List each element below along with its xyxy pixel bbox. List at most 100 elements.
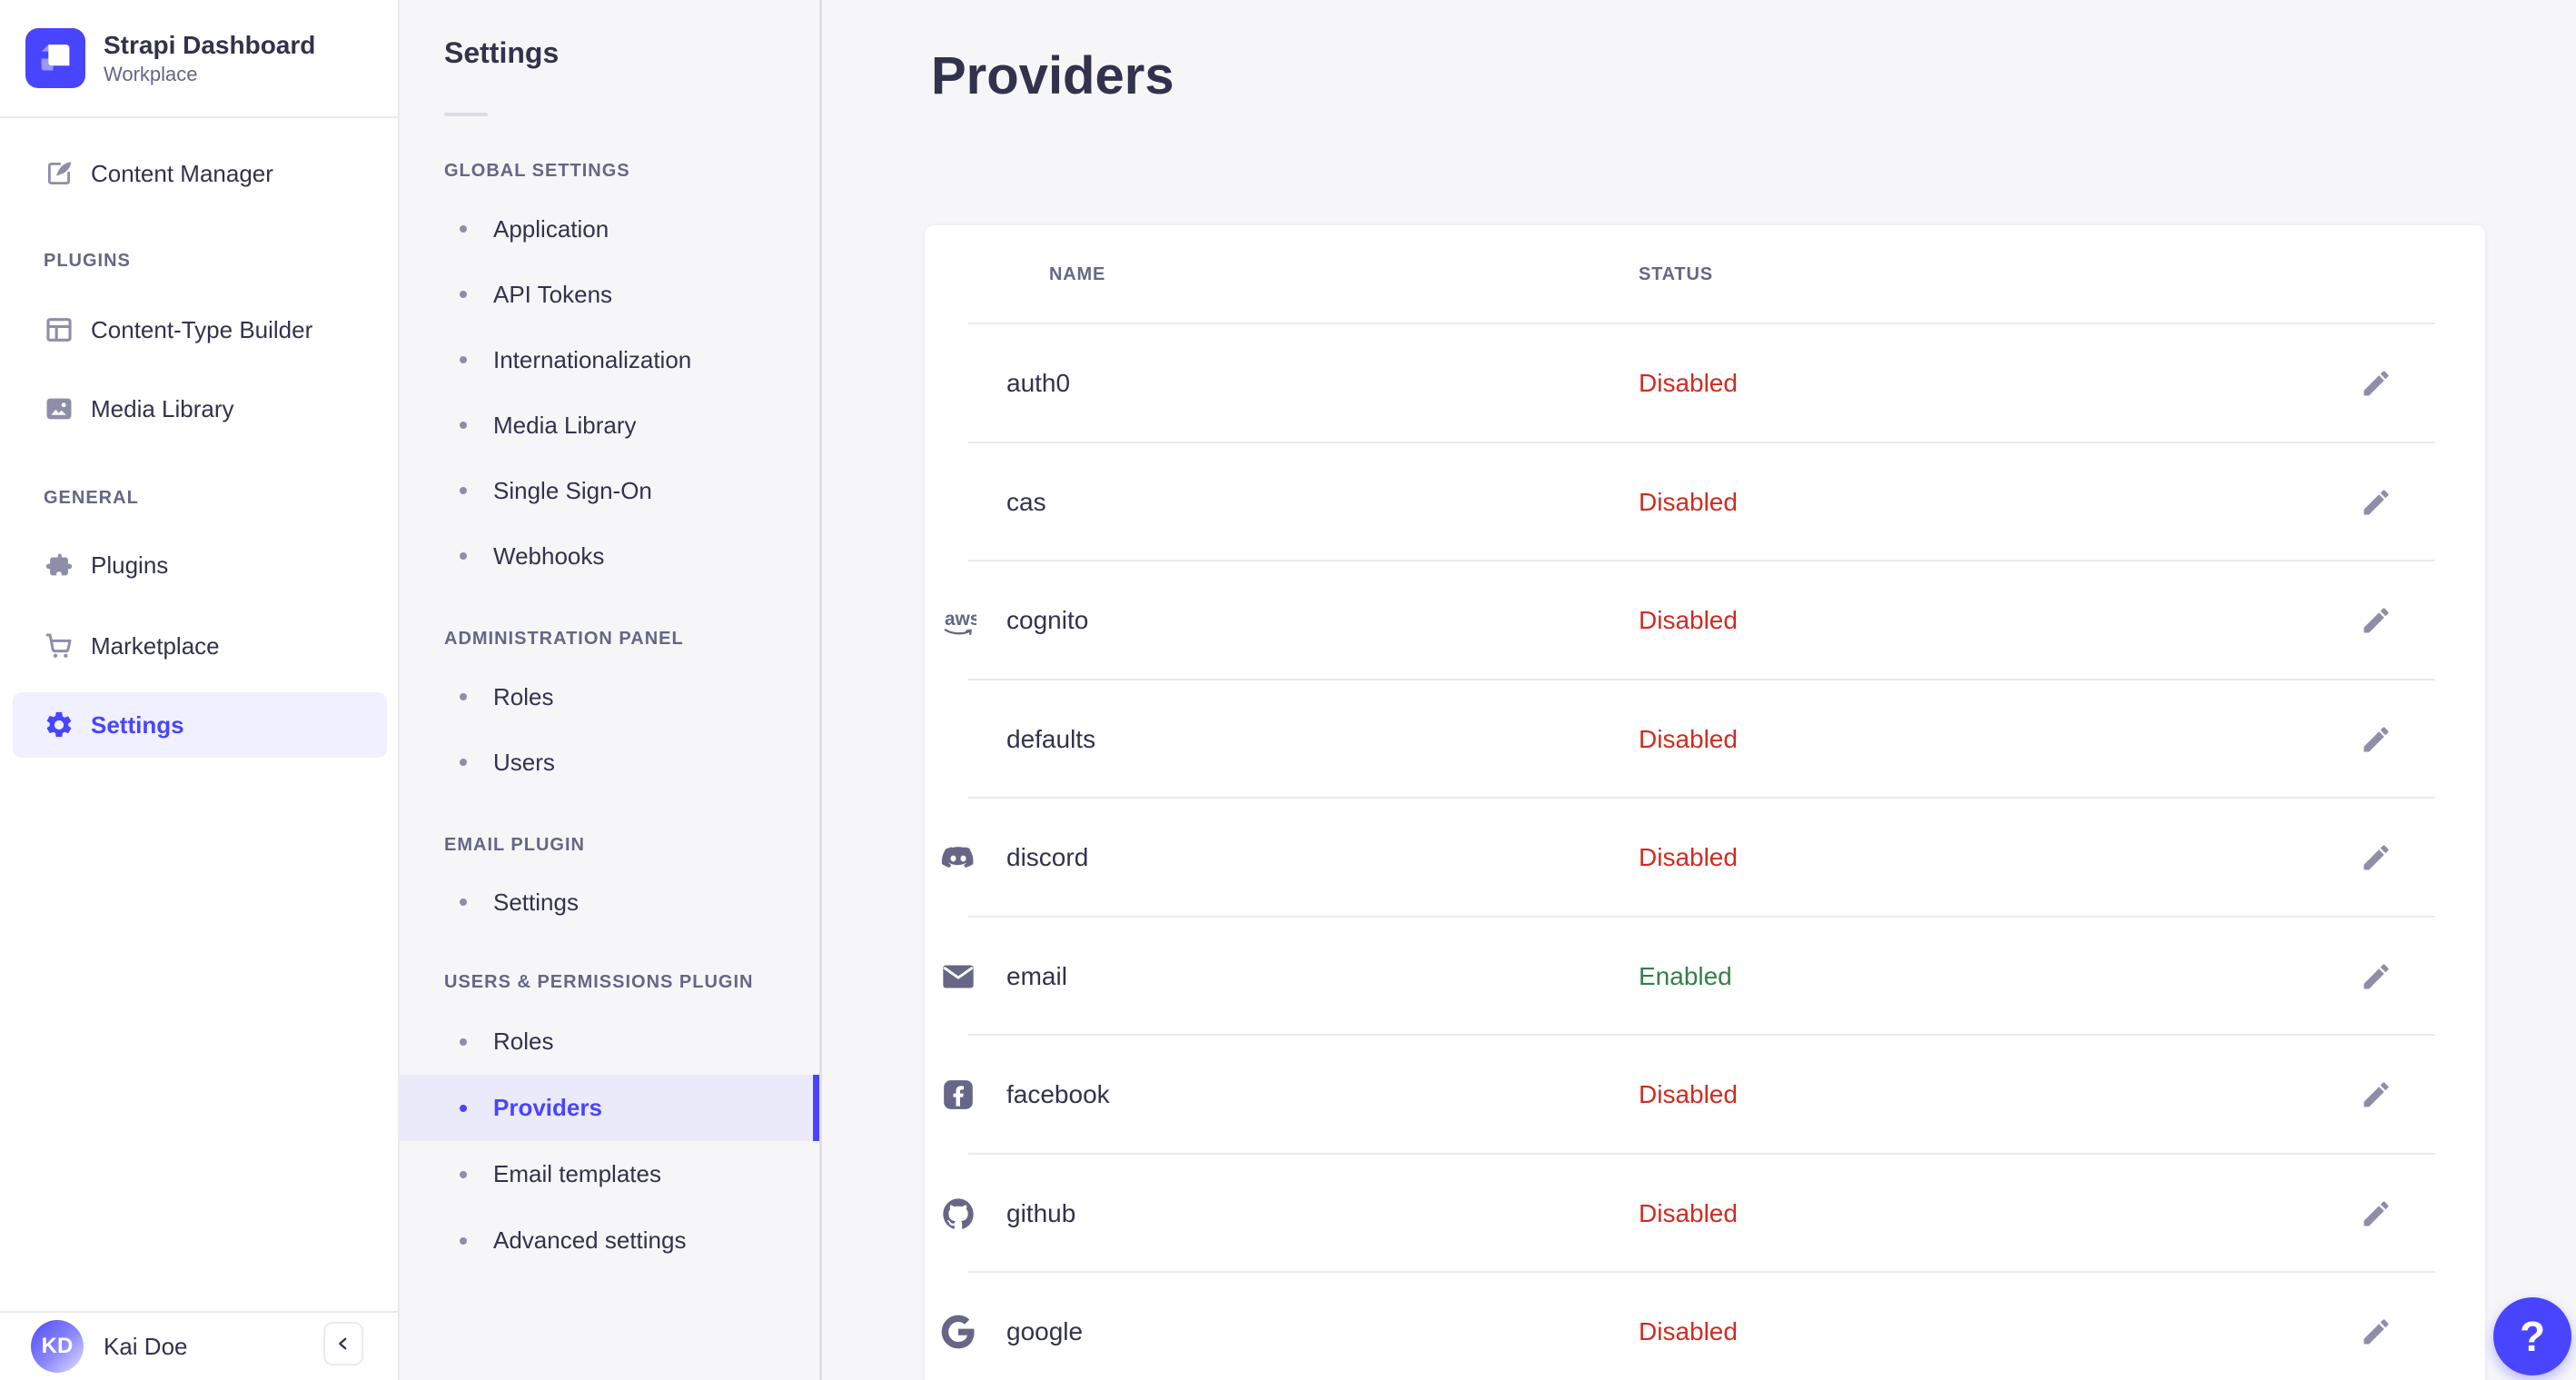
edit-provider-button[interactable] (2354, 836, 2398, 879)
provider-row-cognito[interactable]: aws cognito Disabled (925, 561, 2485, 680)
provider-name: cas (1006, 487, 1046, 516)
provider-status: Disabled (1639, 724, 1738, 753)
subnav-item-label: Application (493, 214, 609, 243)
provider-status: Disabled (1639, 487, 1738, 516)
edit-provider-button[interactable] (2354, 1310, 2398, 1354)
pencil-icon (2363, 608, 2389, 633)
provider-row-email[interactable]: email Enabled (925, 918, 2485, 1037)
main-content: Providers NAME STATUS auth0 Disabled cas… (825, 0, 2576, 1380)
subnav-section-global-settings: GLOBAL SETTINGS (444, 160, 630, 181)
app-title: Strapi Dashboard (104, 30, 316, 59)
content-type-builder-icon (46, 318, 72, 342)
subnav-item-label: Email templates (493, 1160, 661, 1187)
subnav-item-advanced-settings[interactable]: Advanced settings (400, 1207, 819, 1274)
provider-row-auth0[interactable]: auth0 Disabled (925, 324, 2485, 443)
sidebar-item-label: Media Library (91, 394, 234, 422)
content-manager-icon (47, 162, 72, 185)
sidebar-item-label: Plugins (91, 551, 169, 579)
subnav-item-label: Webhooks (493, 541, 605, 570)
pencil-icon (2363, 1082, 2389, 1107)
discord-icon (938, 839, 978, 876)
collapse-sidebar-button[interactable] (323, 1322, 363, 1365)
provider-row-github[interactable]: github Disabled (925, 1155, 2485, 1274)
edit-provider-button[interactable] (2354, 1073, 2398, 1117)
edit-provider-button[interactable] (2354, 1192, 2398, 1236)
main-sidebar: Strapi Dashboard Workplace Content Manag… (0, 0, 400, 1380)
provider-status: Enabled (1639, 961, 1732, 990)
subnav-item-webhooks[interactable]: Webhooks (400, 523, 819, 589)
workspace-name: Workplace (104, 63, 198, 86)
avatar[interactable]: KD (31, 1320, 84, 1373)
sidebar-item-plugins[interactable]: Plugins (0, 532, 398, 598)
user-name: Kai Doe (104, 1332, 188, 1360)
subnav-group-email-plugin: Settings (400, 869, 819, 935)
edit-provider-button[interactable] (2354, 599, 2398, 642)
settings-subnav: Settings GLOBAL SETTINGS Application API… (400, 0, 822, 1380)
subnav-section-administration-panel: ADMINISTRATION PANEL (444, 628, 684, 649)
pencil-icon (2363, 845, 2389, 870)
help-button[interactable]: ? (2493, 1297, 2571, 1375)
edit-provider-button[interactable] (2354, 718, 2398, 761)
column-header-status: STATUS (1639, 264, 1713, 284)
subnav-item-email-settings[interactable]: Settings (400, 869, 819, 935)
facebook-icon (938, 1077, 978, 1113)
subnav-item-api-tokens[interactable]: API Tokens (400, 262, 819, 327)
sidebar-item-settings[interactable]: Settings (13, 692, 387, 758)
sidebar-item-content-type-builder[interactable]: Content-Type Builder (0, 297, 398, 362)
subnav-item-internationalization[interactable]: Internationalization (400, 327, 819, 392)
provider-row-google[interactable]: google Disabled (925, 1273, 2485, 1380)
provider-name: google (1006, 1317, 1084, 1346)
provider-name: discord (1006, 843, 1089, 872)
subnav-item-up-roles[interactable]: Roles (400, 1008, 819, 1075)
pencil-icon (2363, 1201, 2389, 1226)
svg-text:aws: aws (945, 609, 976, 630)
provider-name: facebook (1006, 1080, 1110, 1109)
subnav-item-media-library[interactable]: Media Library (400, 392, 819, 458)
subnav-title: Settings (444, 36, 560, 69)
subnav-item-admin-users[interactable]: Users (400, 730, 819, 795)
providers-table-card: NAME STATUS auth0 Disabled cas Disabled … (925, 225, 2485, 1380)
pencil-icon (2363, 964, 2389, 989)
github-icon (938, 1196, 978, 1232)
provider-status: Disabled (1639, 843, 1738, 872)
subnav-item-providers[interactable]: Providers (400, 1075, 819, 1141)
provider-row-facebook[interactable]: facebook Disabled (925, 1036, 2485, 1155)
sidebar-item-label: Settings (91, 710, 184, 739)
sidebar-item-marketplace[interactable]: Marketplace (0, 613, 398, 679)
page-title: Providers (931, 46, 1174, 105)
pencil-icon (2363, 1319, 2389, 1345)
sidebar-item-media-library[interactable]: Media Library (0, 376, 398, 442)
provider-name: email (1006, 961, 1067, 990)
cart-icon (45, 633, 72, 658)
sidebar-item-label: Content-Type Builder (91, 315, 313, 343)
subnav-item-label: Internationalization (493, 345, 692, 373)
divider (0, 1311, 398, 1313)
subnav-item-admin-roles[interactable]: Roles (400, 664, 819, 730)
email-icon (938, 958, 978, 995)
subnav-item-application[interactable]: Application (400, 196, 819, 262)
provider-status: Disabled (1639, 1198, 1738, 1227)
sidebar-item-content-manager[interactable]: Content Manager (0, 141, 398, 206)
provider-row-defaults[interactable]: defaults Disabled (925, 680, 2485, 799)
subnav-group-global-settings: Application API Tokens Internationalizat… (400, 196, 819, 589)
provider-name: cognito (1006, 606, 1089, 635)
media-library-icon (46, 398, 72, 420)
brand-text: Strapi Dashboard Workplace (104, 30, 315, 87)
subnav-item-single-sign-on[interactable]: Single Sign-On (400, 458, 819, 523)
provider-status: Disabled (1639, 606, 1738, 635)
subnav-item-label: Settings (493, 888, 579, 916)
edit-provider-button[interactable] (2354, 362, 2398, 405)
workspace-brand[interactable]: Strapi Dashboard Workplace (0, 0, 398, 116)
edit-provider-button[interactable] (2354, 481, 2398, 524)
sidebar-item-label: Marketplace (91, 631, 220, 660)
sidebar-section-general: GENERAL (44, 487, 139, 508)
provider-status: Disabled (1639, 1317, 1738, 1346)
provider-row-discord[interactable]: discord Disabled (925, 799, 2485, 918)
subnav-item-email-templates[interactable]: Email templates (400, 1141, 819, 1207)
edit-provider-button[interactable] (2354, 955, 2398, 998)
gear-icon (46, 711, 72, 738)
provider-row-cas[interactable]: cas Disabled (925, 443, 2485, 562)
subnav-item-label: Advanced settings (493, 1226, 687, 1254)
chevron-left-icon (339, 1337, 347, 1350)
user-footer: KD Kai Doe (0, 1313, 398, 1380)
